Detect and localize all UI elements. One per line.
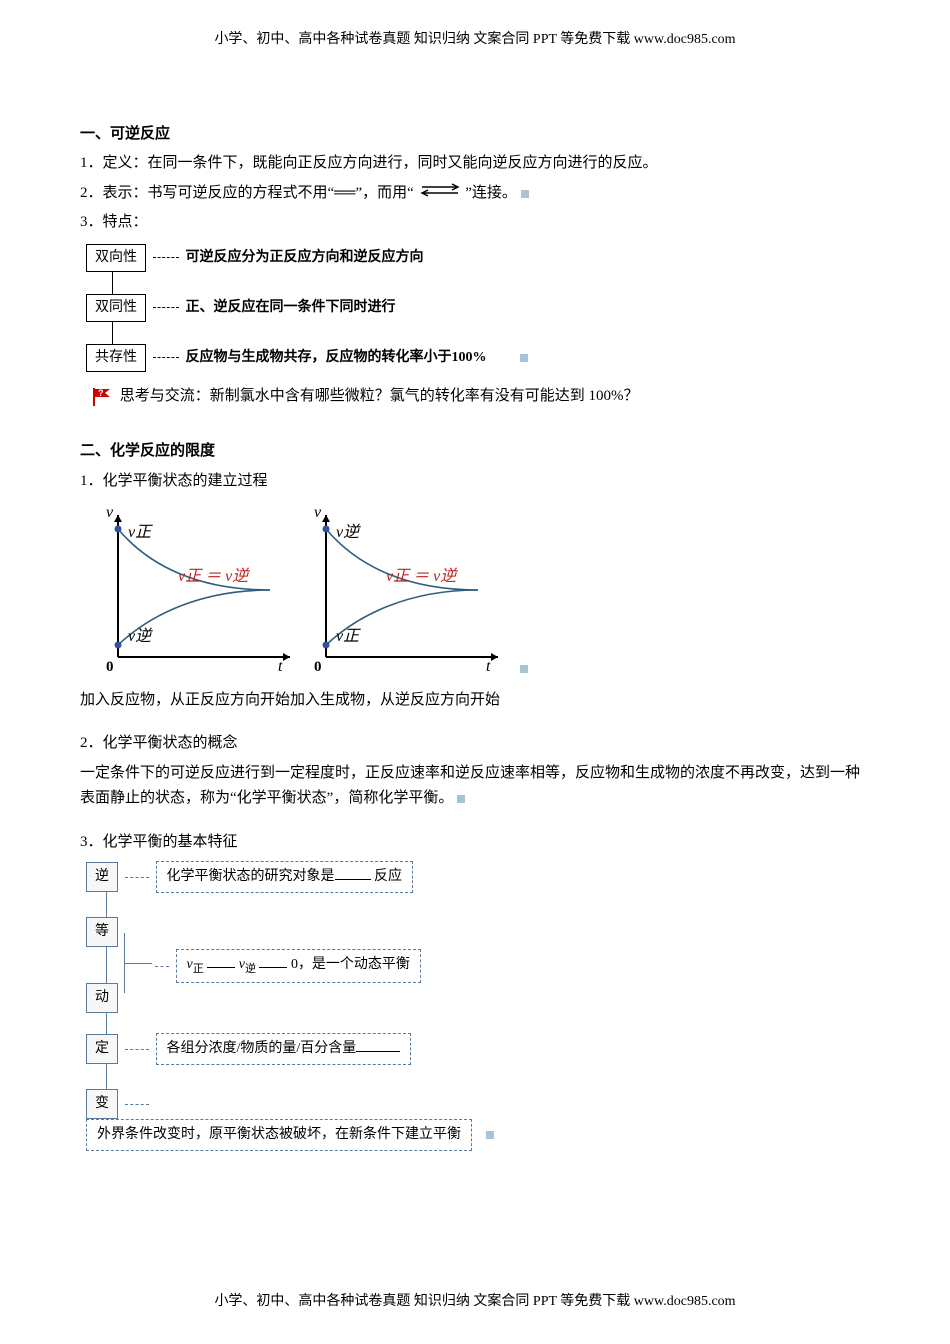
sec2-after-chart: 加入反应物，从正反应方向开始加入生成物，从逆反应方向开始 <box>80 688 870 714</box>
blank-field <box>335 866 371 880</box>
dash-connector <box>125 1049 149 1050</box>
think-line: ? 思考与交流：新制氯水中含有哪些微粒？氯气的转化率有没有可能达到 100%？ <box>90 384 870 410</box>
dash-connector <box>155 966 169 967</box>
features-tree: 双向性 可逆反应分为正反应方向和逆反应方向 双同性 正、逆反应在同一条件下同时进… <box>86 244 870 376</box>
char-desc: 各组分浓度/物质的量/百分含量 <box>156 1033 412 1065</box>
reversible-arrow-icon <box>418 181 462 207</box>
feature-desc: 反应物与生成物共存，反应物的转化率小于100% <box>186 346 487 370</box>
feature-desc: 可逆反应分为正反应方向和逆反应方向 <box>186 246 424 270</box>
char-row: 动 <box>86 983 526 1011</box>
svg-text:0: 0 <box>314 659 322 672</box>
marker-icon <box>520 354 528 362</box>
equilibrium-charts: ν t 0 ν正 ν逆 ν正 ＝ ν逆 ν t 0 <box>80 502 870 682</box>
char-box: 等 <box>86 917 118 947</box>
char-row: 等 <box>86 917 526 945</box>
marker-icon <box>521 190 529 198</box>
sec2-p2-body-text: 一定条件下的可逆反应进行到一定程度时，正反应速率和逆反应速率相等，反应物和生成物… <box>80 765 860 807</box>
section2-title: 二、化学反应的限度 <box>80 439 870 465</box>
svg-text:ν正 ＝ ν逆: ν正 ＝ ν逆 <box>178 567 250 585</box>
dash-connector <box>153 257 179 258</box>
svg-text:t: t <box>278 658 283 672</box>
svg-text:ν正: ν正 <box>336 628 361 645</box>
char-desc: v正 v逆 0，是一个动态平衡 <box>176 949 421 982</box>
sec1-feat-label: 3．特点： <box>80 210 870 236</box>
page-footer: 小学、初中、高中各种试卷真题 知识归纳 文案合同 PPT 等免费下载 www.d… <box>0 1290 950 1314</box>
char-row: 逆 化学平衡状态的研究对象是 反应 <box>86 861 526 895</box>
char-desc-text: 正 <box>193 963 204 975</box>
feature-box: 共存性 <box>86 344 146 372</box>
char-desc-text: 化学平衡状态的研究对象是 <box>167 869 335 884</box>
sec2-p2-body: 一定条件下的可逆反应进行到一定程度时，正反应速率和逆反应速率相等，反应物和生成物… <box>80 761 870 812</box>
sec1-repr-eq: ══ <box>334 185 355 201</box>
sec1-repr-c: ”连接。 <box>462 185 517 201</box>
sec1-repr: 2．表示：书写可逆反应的方程式不用“══”，而用“ ”连接。 <box>80 181 870 207</box>
dash-connector <box>125 877 149 878</box>
char-desc-text: 反应 <box>374 869 402 884</box>
svg-text:?: ? <box>98 388 104 398</box>
char-desc-text: 0，是一个动态平衡 <box>291 957 410 972</box>
sec2-p1: 1．化学平衡状态的建立过程 <box>80 469 870 495</box>
feature-desc: 正、逆反应在同一条件下同时进行 <box>186 296 396 320</box>
char-box: 定 <box>86 1034 118 1064</box>
char-desc: 外界条件改变时，原平衡状态被破坏，在新条件下建立平衡 <box>86 1119 472 1151</box>
blank-field <box>207 954 235 968</box>
svg-text:0: 0 <box>106 659 114 672</box>
sec1-def: 1．定义：在同一条件下，既能向正反应方向进行，同时又能向逆反应方向进行的反应。 <box>80 151 870 177</box>
document-page: 小学、初中、高中各种试卷真题 知识归纳 文案合同 PPT 等免费下载 www.d… <box>0 0 950 1344</box>
dash-connector <box>153 307 179 308</box>
diag-hstub <box>124 963 152 964</box>
feature-box: 双向性 <box>86 244 146 272</box>
feature-row: 共存性 反应物与生成物共存，反应物的转化率小于100% <box>86 344 870 376</box>
char-box: 动 <box>86 983 118 1013</box>
feature-box: 双同性 <box>86 294 146 322</box>
char-desc: 化学平衡状态的研究对象是 反应 <box>156 861 414 893</box>
svg-text:ν: ν <box>314 504 322 521</box>
sec1-repr-b: ”，而用“ <box>355 185 417 201</box>
char-merged-desc-row: v正 v逆 0，是一个动态平衡 <box>86 949 526 979</box>
sec2-p2: 2．化学平衡状态的概念 <box>80 731 870 757</box>
char-desc-text: 各组分浓度/物质的量/百分含量 <box>167 1041 357 1056</box>
section1-title: 一、可逆反应 <box>80 122 870 148</box>
svg-text:ν正: ν正 <box>128 524 153 541</box>
sec2-p3: 3．化学平衡的基本特征 <box>80 830 870 856</box>
svg-text:ν正 ＝ ν逆: ν正 ＝ ν逆 <box>386 567 458 585</box>
char-box: 逆 <box>86 862 118 892</box>
marker-icon <box>457 795 465 803</box>
marker-icon <box>486 1131 494 1139</box>
char-row: 定 各组分浓度/物质的量/百分含量 <box>86 1033 526 1067</box>
diag-vline-small <box>124 933 125 993</box>
char-box: 变 <box>86 1089 118 1119</box>
svg-text:t: t <box>486 658 491 672</box>
char-row: 变 外界条件改变时，原平衡状态被破坏，在新条件下建立平衡 <box>86 1089 526 1123</box>
blank-field <box>356 1038 400 1052</box>
svg-text:ν逆: ν逆 <box>128 627 153 645</box>
svg-text:ν逆: ν逆 <box>336 523 361 541</box>
marker-icon <box>520 665 528 673</box>
rate-charts-svg: ν t 0 ν正 ν逆 ν正 ＝ ν逆 ν t 0 <box>80 502 510 672</box>
characteristics-diagram: 逆 化学平衡状态的研究对象是 反应 等 v正 v逆 0，是一个动态平衡 <box>86 861 526 1123</box>
dash-connector <box>125 1104 149 1105</box>
char-desc-text: 逆 <box>245 963 256 975</box>
feature-row: 双向性 可逆反应分为正反应方向和逆反应方向 <box>86 244 870 276</box>
blank-field <box>259 954 287 968</box>
think-text: 思考与交流：新制氯水中含有哪些微粒？氯气的转化率有没有可能达到 100%？ <box>120 388 639 404</box>
feature-row: 双同性 正、逆反应在同一条件下同时进行 <box>86 294 870 326</box>
sec1-repr-a: 2．表示：书写可逆反应的方程式不用“ <box>80 185 334 201</box>
question-flag-icon: ? <box>90 388 120 404</box>
svg-text:ν: ν <box>106 504 114 521</box>
dash-connector <box>153 357 179 358</box>
page-header: 小学、初中、高中各种试卷真题 知识归纳 文案合同 PPT 等免费下载 www.d… <box>80 28 870 52</box>
